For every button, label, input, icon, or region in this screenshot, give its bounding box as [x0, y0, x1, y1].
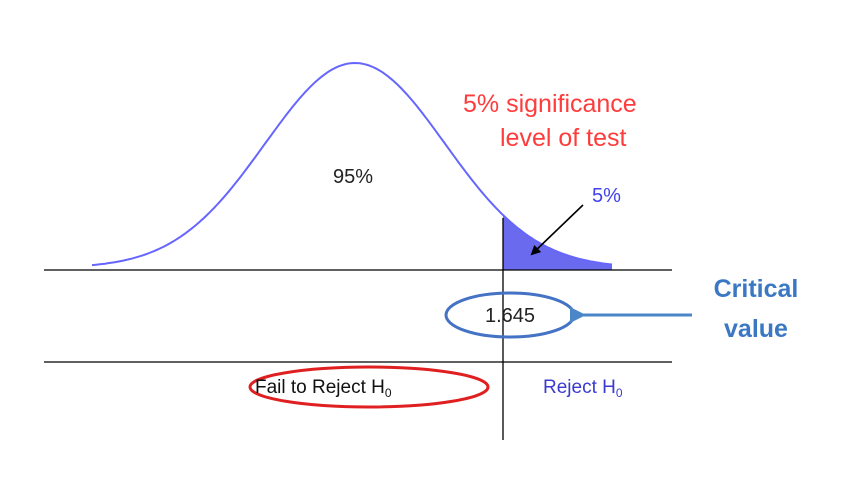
- critical-value-number: 1.645: [485, 305, 535, 327]
- normal-distribution-curve: [91, 61, 613, 267]
- rejection-tail-area: [503, 215, 612, 270]
- significance-title-line1: 5% significance: [463, 90, 637, 118]
- significance-title-line2: level of test: [500, 124, 627, 152]
- central-area-label: 95%: [333, 166, 373, 188]
- fail-to-reject-text: Fail to Reject H: [255, 377, 385, 398]
- tail-pointer-arrow: [530, 204, 584, 256]
- reject-text: Reject H: [543, 377, 616, 398]
- reject-label: Reject H0: [543, 377, 623, 400]
- critical-value-callout-line1: Critical: [714, 275, 799, 303]
- tail-area-label: 5%: [592, 185, 621, 207]
- fail-to-reject-label: Fail to Reject H0: [255, 377, 392, 400]
- critical-value-callout-line2: value: [724, 315, 788, 343]
- reject-h-subscript: 0: [616, 386, 623, 400]
- fail-h-subscript: 0: [385, 386, 392, 400]
- fail-to-reject-highlight-ellipse: [248, 365, 490, 409]
